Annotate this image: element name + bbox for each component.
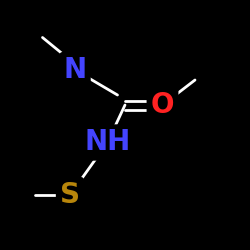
Text: N: N xyxy=(64,56,86,84)
Text: O: O xyxy=(151,91,174,119)
Text: NH: NH xyxy=(84,128,130,156)
Text: S: S xyxy=(60,181,80,209)
